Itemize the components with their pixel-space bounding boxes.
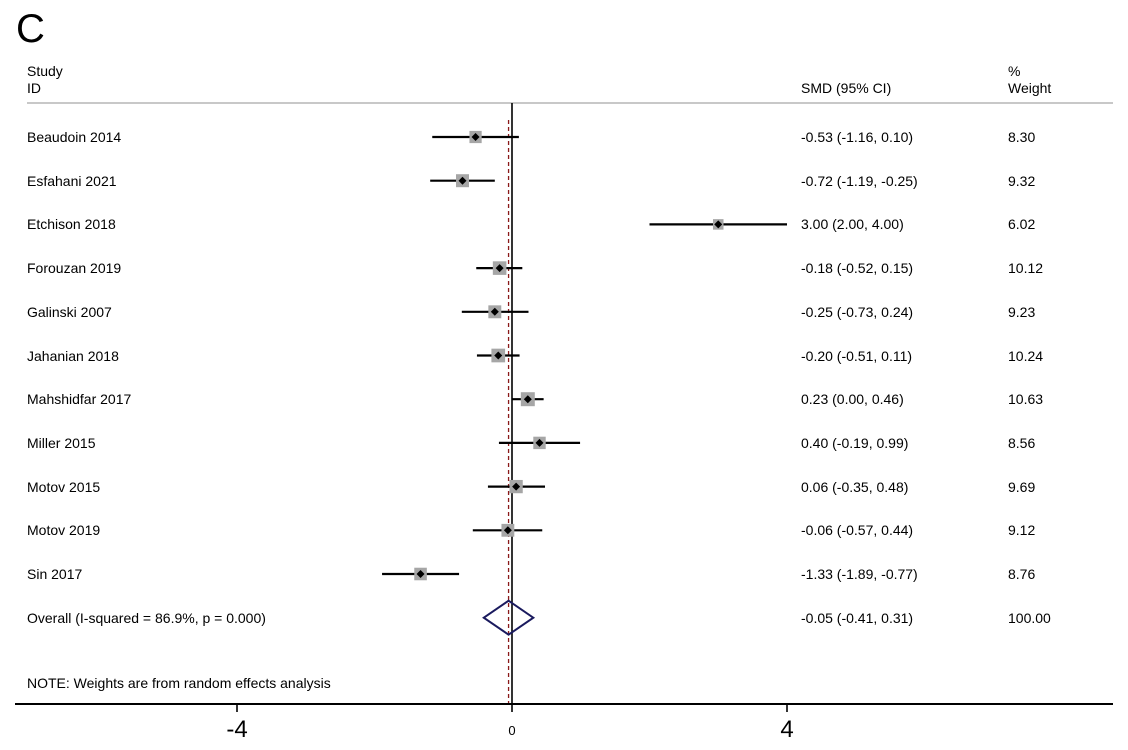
study-smd-ci: -0.20 (-0.51, 0.11) [801,347,913,364]
header-study: Study ID [27,63,63,97]
study-label: Etchison 2018 [27,216,116,233]
study-label: Jahanian 2018 [27,347,119,364]
study-point-estimate [523,395,532,404]
study-point-estimate [471,133,480,141]
study-label: Miller 2015 [27,434,96,451]
header-weight-line1: % [1008,63,1021,79]
panel-letter: C [16,7,45,51]
study-weight: 8.56 [1008,434,1036,451]
study-label: Motov 2015 [27,478,101,495]
study-label: Mahshidfar 2017 [27,391,132,408]
study-label: Esfahani 2021 [27,172,117,189]
x-tick-label: -4 [226,716,248,743]
study-point-estimate [714,220,723,229]
study-label: Forouzan 2019 [27,260,122,277]
study-point-estimate [416,570,425,578]
study-weight: 10.12 [1008,260,1044,277]
study-smd-ci: -0.06 (-0.57, 0.44) [801,522,914,539]
x-tick-label: 0 [508,723,516,738]
footnote: NOTE: Weights are from random effects an… [27,675,331,691]
overall-weight: 100.00 [1008,609,1051,626]
overall-label: Overall (I-squared = 86.9%, p = 0.000) [27,609,266,626]
study-label: Beaudoin 2014 [27,129,122,145]
study-point-estimate [494,351,503,360]
study-weight: 10.24 [1008,347,1044,364]
study-smd-ci: 0.06 (-0.35, 0.48) [801,478,909,495]
header-study-line2: ID [27,80,41,96]
study-smd-ci: 3.00 (2.00, 4.00) [801,216,904,233]
overall-diamond [482,599,536,636]
study-weight: 9.69 [1008,478,1036,495]
study-weight: 8.30 [1008,129,1036,145]
study-smd-ci: -0.53 (-1.16, 0.10) [801,129,914,145]
header-smd: SMD (95% CI) [801,80,892,96]
study-point-estimate [490,307,499,316]
study-weight: 9.23 [1008,303,1036,320]
study-label: Galinski 2007 [27,303,112,320]
study-weight: 9.32 [1008,172,1036,189]
overall-smd-ci: -0.05 (-0.41, 0.31) [801,609,914,626]
study-weight: 6.02 [1008,216,1036,233]
study-weight: 10.63 [1008,391,1044,408]
study-smd-ci: -0.72 (-1.19, -0.25) [801,172,918,189]
header-weight-line2: Weight [1008,80,1052,96]
study-point-estimate [512,482,521,491]
study-smd-ci: -0.18 (-0.52, 0.15) [801,260,914,277]
study-label: Sin 2017 [27,566,83,582]
study-point-estimate [503,526,512,535]
study-smd-ci: 0.40 (-0.19, 0.99) [801,434,909,451]
study-weight: 8.76 [1008,566,1036,582]
study-smd-ci: -1.33 (-1.89, -0.77) [801,566,918,582]
header-weight: % Weight [1008,63,1051,97]
study-point-estimate [535,438,544,447]
study-point-estimate [458,176,467,185]
x-tick-label: 4 [780,716,794,743]
study-smd-ci: 0.23 (0.00, 0.46) [801,391,904,408]
study-point-estimate [495,264,504,273]
header-study-line1: Study [27,63,63,79]
study-label: Motov 2019 [27,522,101,539]
study-smd-ci: -0.25 (-0.73, 0.24) [801,303,914,320]
study-weight: 9.12 [1008,522,1036,539]
